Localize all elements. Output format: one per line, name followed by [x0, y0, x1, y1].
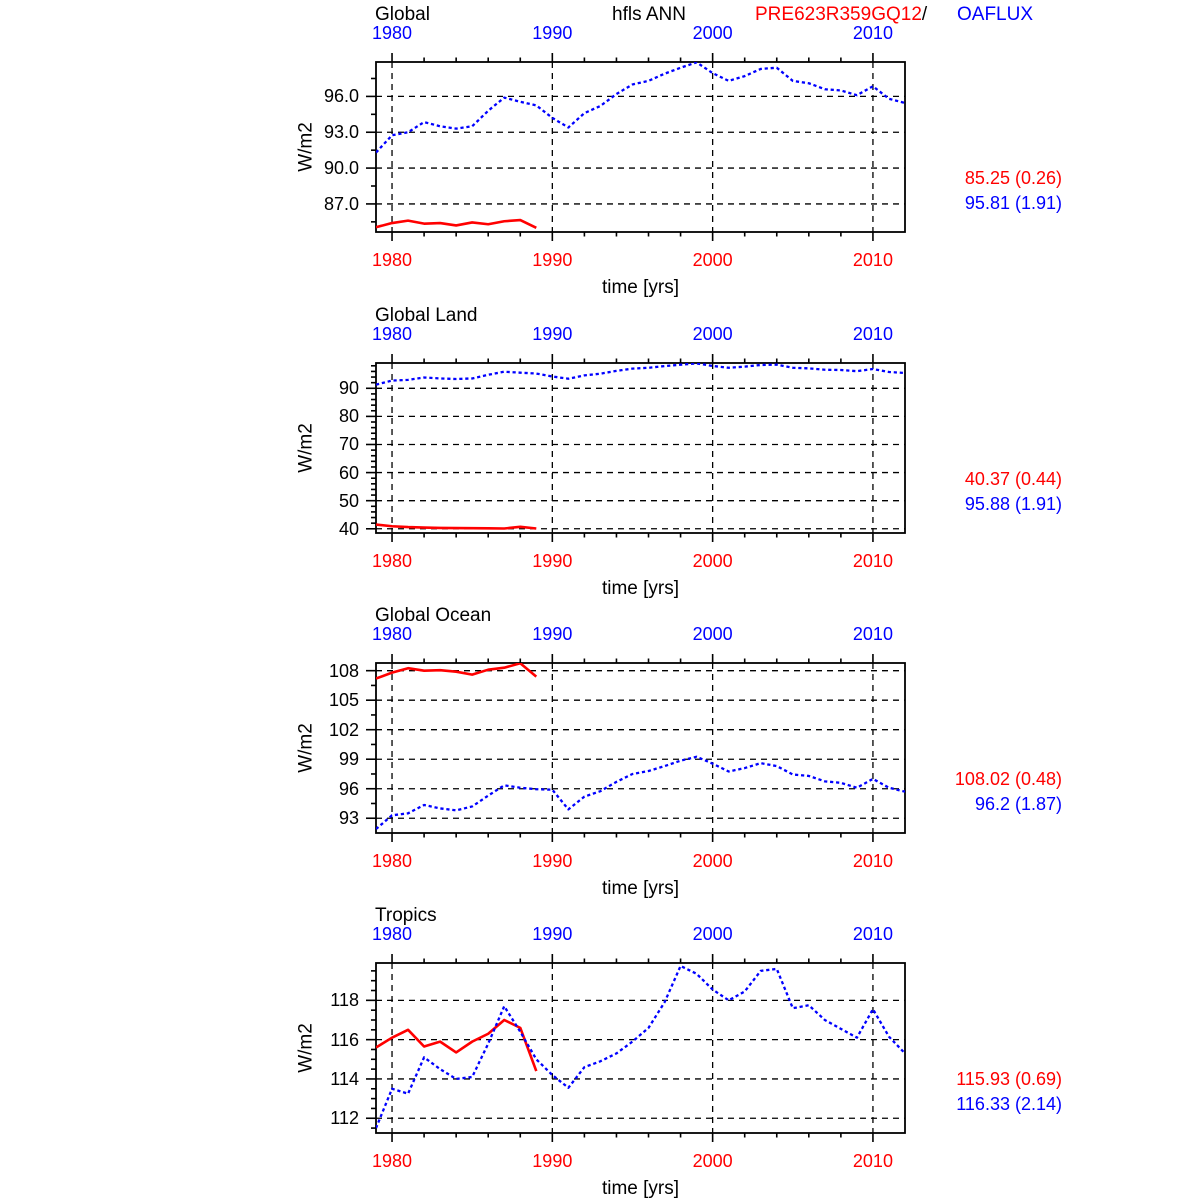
- panel-title: Global Land: [375, 305, 478, 326]
- y-tick-label: 60: [338, 462, 359, 483]
- y-tick-label: 102: [328, 719, 359, 740]
- top-axis-year-label: 2000: [692, 624, 733, 644]
- panel-title: Tropics: [375, 905, 437, 926]
- model-line: [376, 523, 537, 530]
- obs-mean-stat: 116.33 (2.14): [956, 1094, 1062, 1114]
- y-tick-label: 80: [338, 406, 359, 427]
- bottom-axis-year-label: 1990: [532, 1151, 573, 1171]
- model-mean-stat: 115.93 (0.69): [956, 1069, 1062, 1089]
- obs-mean-stat: 95.81 (1.91): [964, 193, 1062, 213]
- top-axis-year-label: 2010: [852, 924, 893, 944]
- obs-line: [376, 62, 905, 154]
- model-run-label: PRE623R359GQ12/: [755, 5, 927, 24]
- model-mean-stat: 85.25 (0.26): [964, 168, 1062, 188]
- y-tick-label: 112: [330, 1108, 359, 1129]
- obs-dataset-label: OAFLUX: [957, 4, 1034, 25]
- y-tick-label: 105: [328, 690, 359, 711]
- bottom-axis-year-label: 1990: [532, 250, 573, 270]
- y-tick-label: 93.0: [323, 122, 359, 143]
- panel-title: Global Ocean: [375, 605, 492, 626]
- top-axis-year-label: 2000: [692, 324, 733, 344]
- model-line: [376, 1018, 538, 1072]
- panel-plot-svg: [366, 354, 906, 542]
- y-tick-label: 114: [330, 1068, 359, 1089]
- model-mean-stat: 108.02 (0.48): [954, 769, 1062, 789]
- y-tick-label: 96: [338, 778, 359, 799]
- top-axis-year-label: 2000: [692, 23, 733, 43]
- bottom-axis-year-label: 2010: [852, 250, 893, 270]
- y-tick-label: 70: [338, 434, 359, 455]
- panel-plot-svg: [366, 954, 906, 1142]
- model-line: [376, 218, 537, 229]
- model-mean-stat: 40.37 (0.44): [964, 469, 1062, 489]
- bottom-axis-year-label: 1980: [371, 551, 413, 571]
- y-tick-label: 40: [338, 518, 359, 539]
- panel-plot-svg: [366, 53, 906, 241]
- panel-plot-svg: [366, 654, 906, 842]
- obs-mean-stat: 95.88 (1.91): [964, 494, 1062, 514]
- panel-title: Global: [375, 4, 430, 25]
- plot-box-frame: [375, 662, 906, 834]
- y-tick-label: 90.0: [323, 158, 359, 179]
- top-axis-year-label: 1990: [532, 624, 573, 644]
- bottom-axis-year-label: 1990: [532, 851, 573, 871]
- bottom-axis-year-label: 2000: [692, 851, 733, 871]
- model-line: [376, 663, 538, 680]
- bottom-axis-year-label: 2000: [692, 551, 733, 571]
- y-tick-label: 90: [338, 378, 359, 399]
- top-axis-year-label: 1990: [532, 924, 573, 944]
- top-axis-year-label: 1980: [371, 624, 413, 644]
- x-axis-label: time [yrs]: [601, 878, 680, 899]
- series-group: [376, 363, 905, 530]
- top-axis-year-label: 2010: [852, 324, 893, 344]
- bottom-axis-year-label: 2010: [852, 1151, 893, 1171]
- bottom-axis-year-label: 1980: [371, 851, 413, 871]
- top-axis-year-label: 1980: [371, 324, 413, 344]
- bottom-axis-year-label: 2010: [852, 551, 893, 571]
- obs-line: [376, 964, 905, 1129]
- top-axis-year-label: 2010: [852, 624, 893, 644]
- y-tick-label: 108: [328, 660, 359, 681]
- series-group: [376, 663, 905, 830]
- y-tick-label: 118: [330, 990, 359, 1011]
- plot-box-frame: [375, 61, 906, 233]
- separator-slash: /: [921, 4, 928, 25]
- y-tick-label: 50: [338, 490, 359, 511]
- obs-mean-stat: 96.2 (1.87): [974, 794, 1062, 814]
- bottom-axis-year-label: 2000: [692, 1151, 733, 1171]
- series-group: [376, 964, 905, 1129]
- y-tick-label: 99: [338, 749, 359, 770]
- top-axis-year-label: 1980: [371, 23, 413, 43]
- y-tick-label: 116: [330, 1029, 359, 1050]
- plot-box-frame: [375, 362, 906, 534]
- top-axis-year-label: 1990: [532, 23, 573, 43]
- series-group: [376, 62, 905, 229]
- model-run-name: PRE623R359GQ12: [755, 4, 922, 25]
- bottom-axis-year-label: 1980: [371, 250, 413, 270]
- obs-line: [376, 755, 905, 830]
- y-tick-label: 87.0: [323, 193, 359, 214]
- y-tick-label: 93: [338, 808, 359, 829]
- x-axis-label: time [yrs]: [601, 1178, 680, 1199]
- bottom-axis-year-label: 2000: [692, 250, 733, 270]
- x-axis-label: time [yrs]: [601, 277, 680, 298]
- bottom-axis-year-label: 1980: [371, 1151, 413, 1171]
- top-axis-year-label: 1990: [532, 324, 573, 344]
- top-axis-year-label: 1980: [371, 924, 413, 944]
- x-axis-label: time [yrs]: [601, 578, 680, 599]
- obs-line: [376, 363, 905, 386]
- bottom-axis-year-label: 1990: [532, 551, 573, 571]
- plot-variable-title: hfls ANN: [612, 4, 686, 25]
- top-axis-year-label: 2000: [692, 924, 733, 944]
- plot-box-frame: [375, 962, 906, 1134]
- y-tick-label: 96.0: [323, 86, 359, 107]
- bottom-axis-year-label: 2010: [852, 851, 893, 871]
- top-axis-year-label: 2010: [852, 23, 893, 43]
